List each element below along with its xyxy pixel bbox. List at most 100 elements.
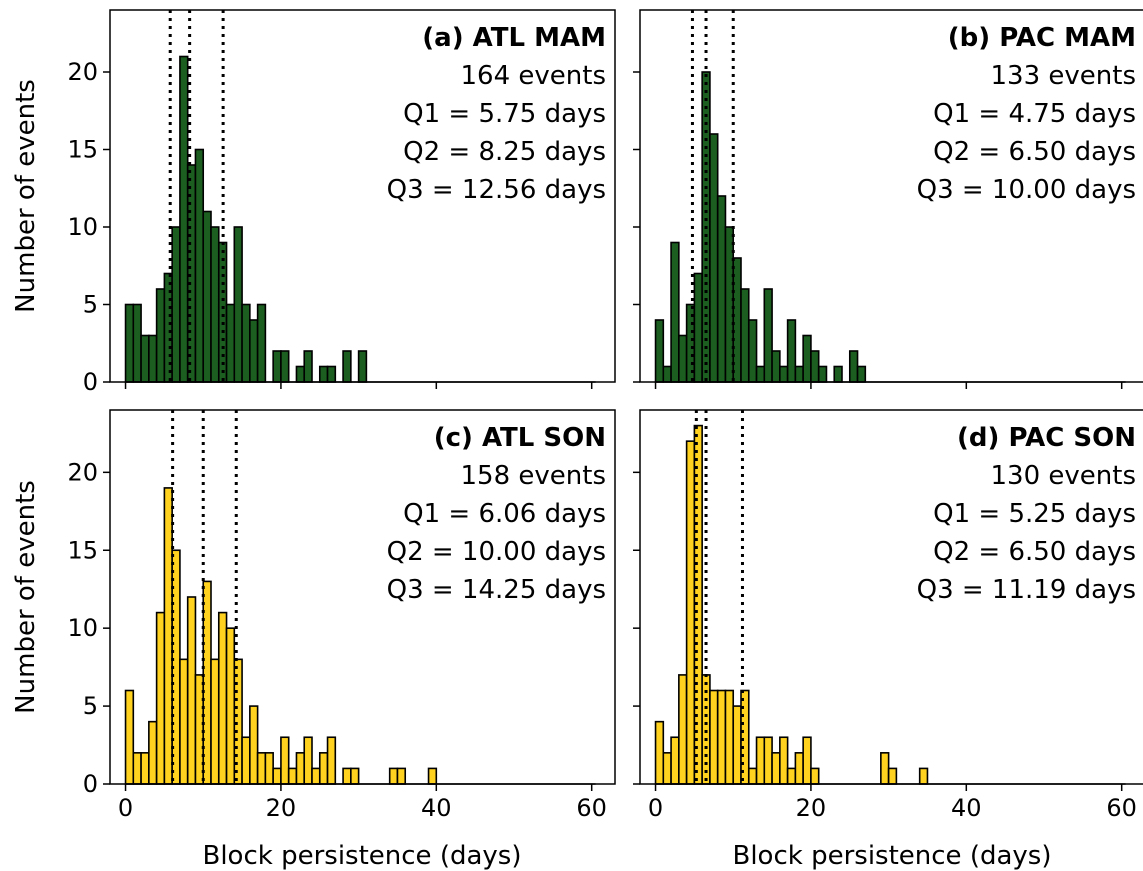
panel-b-bar: [802, 334, 812, 383]
panel-c-quartile-lines: [171, 410, 238, 784]
panel-d-xtick-label: 40: [951, 794, 982, 822]
panel-a-bar: [132, 303, 142, 383]
panel-a-yticks: 0 5 10 15 20: [67, 58, 110, 396]
panel-a-bar: [272, 350, 282, 383]
panel-d-xtick-label: 20: [796, 794, 827, 822]
panel-c-bar: [342, 767, 352, 785]
panel-b-bar: [670, 241, 680, 383]
panel-a-ytick-label: 15: [67, 136, 98, 164]
panel-a-bar: [140, 334, 150, 383]
panel-b-bar: [856, 365, 867, 383]
panel-b-bar: [678, 334, 688, 383]
panel-a-ytick-label: 20: [67, 58, 98, 86]
panel-a-bar: [155, 288, 166, 383]
panel-c-q3: Q3 = 14.25 days: [387, 575, 606, 605]
panel-b-bar: [747, 319, 758, 383]
panel-a-bar: [303, 350, 313, 383]
panel-d-bar: [786, 767, 797, 785]
panel-c-bar: [256, 752, 267, 785]
panel-c: 0 5 10 15 20 0 20 40 60 (c) ATL SON 158 events …: [67, 409, 616, 822]
panel-a-bar: [210, 226, 220, 383]
panel-c-bar: [311, 767, 321, 785]
panel-d-bar: [678, 674, 688, 785]
y-axis-label-bottom: Number of events: [11, 480, 41, 714]
panel-c-bar: [155, 611, 166, 785]
panel-a-annotation: (a) ATL MAM 164 events Q1 = 5.75 days Q2…: [387, 23, 606, 205]
panel-c-q1: Q1 = 6.06 days: [403, 499, 606, 529]
panel-b-bar: [693, 272, 703, 383]
panel-a-title: (a) ATL MAM: [422, 23, 606, 53]
panel-d-events: 130 events: [991, 461, 1137, 491]
panel-c-annotation: (c) ATL SON 158 events Q1 = 6.06 days Q2…: [387, 423, 606, 605]
panel-c-bar: [186, 596, 197, 785]
panel-a-bar: [179, 55, 189, 383]
panel-c-xtick-label: 40: [421, 794, 452, 822]
panel-d-annotation: (d) PAC SON 130 events Q1 = 5.25 days Q2…: [917, 423, 1136, 605]
panel-d-q2: Q2 = 6.50 days: [933, 537, 1136, 567]
panel-d-bar: [670, 736, 680, 785]
panel-d-q3: Q3 = 11.19 days: [917, 575, 1136, 605]
panel-b-bar: [662, 365, 672, 383]
panel-c-bar: [148, 720, 158, 785]
panel-c-ytick-label: 20: [67, 458, 98, 486]
panel-d-bar: [685, 440, 696, 785]
panel-c-ytick-label: 5: [83, 692, 98, 720]
panel-a-bar: [171, 226, 181, 383]
panel-c-ytick-label: 0: [83, 770, 98, 798]
panel-b-q1: Q1 = 4.75 days: [933, 99, 1136, 129]
panel-c-q2: Q2 = 10.00 days: [387, 537, 606, 567]
panel-b-events: 133 events: [991, 61, 1137, 91]
panel-a-bar: [124, 303, 135, 383]
panel-c-bar: [140, 752, 150, 785]
panel-a-bar: [295, 365, 306, 383]
panel-c-bar: [427, 767, 438, 785]
panel-b-title: (b) PAC MAM: [948, 23, 1136, 53]
panel-d-bar: [654, 720, 665, 785]
panel-b-bar: [779, 365, 789, 383]
panel-c-bar: [303, 736, 313, 785]
panel-d-bar: [918, 767, 929, 785]
panel-c-bar: [264, 752, 274, 785]
panel-a-bar: [241, 303, 251, 383]
panel-a-bar: [357, 350, 368, 383]
panel-b-annotation: (b) PAC MAM 133 events Q1 = 4.75 days Q2…: [917, 23, 1136, 205]
panel-a-bar: [163, 272, 173, 383]
panel-a-ytick-label: 10: [67, 213, 98, 241]
panel-c-bar: [179, 658, 189, 785]
panel-a-q1: Q1 = 5.75 days: [403, 99, 606, 129]
panel-c-frame: [109, 409, 616, 785]
panel-b-xticks: [654, 382, 1123, 389]
panel-a-bar: [249, 319, 259, 383]
panel-c-bar: [350, 767, 360, 785]
panel-c-bar: [326, 736, 337, 785]
panel-c-bar: [272, 767, 282, 785]
panel-c-bar: [396, 767, 407, 785]
panel-d-bar: [771, 752, 781, 785]
panel-c-events: 158 events: [461, 461, 607, 491]
panel-d-bar: [747, 767, 758, 785]
x-axis-label-left: Block persistence (days): [203, 841, 522, 871]
panel-b-quartile-lines: [690, 10, 735, 382]
panel-c-ytick-label: 10: [67, 614, 98, 642]
panel-c-bar: [210, 658, 220, 785]
panel-c-marks: [124, 487, 596, 785]
panel-a-ytick-label: 5: [83, 291, 98, 319]
panel-d: 0 20 40 60 (d) PAC SON 130 events Q1 = 5.25…: [633, 409, 1143, 822]
panel-c-bar: [132, 752, 142, 785]
panel-b-bar: [740, 288, 750, 383]
panel-d-xticks: 0 20 40 60: [648, 784, 1137, 822]
panel-a-ytick-label: 0: [83, 368, 98, 396]
panel-a-bar: [194, 148, 205, 383]
panel-c-bar: [163, 487, 173, 785]
panel-a-bar: [280, 350, 290, 383]
panel-a-xticks: [124, 382, 593, 389]
panel-a-bar: [318, 365, 329, 383]
panel-c-title: (c) ATL SON: [434, 423, 606, 453]
panel-c-xtick-label: 0: [118, 794, 133, 822]
panel-c-yticks: 0 5 10 15 20: [67, 458, 110, 798]
panel-d-bar: [716, 689, 727, 785]
panel-d-bar: [779, 736, 789, 785]
panel-d-bar: [880, 752, 890, 785]
panel-d-bar: [732, 705, 742, 785]
